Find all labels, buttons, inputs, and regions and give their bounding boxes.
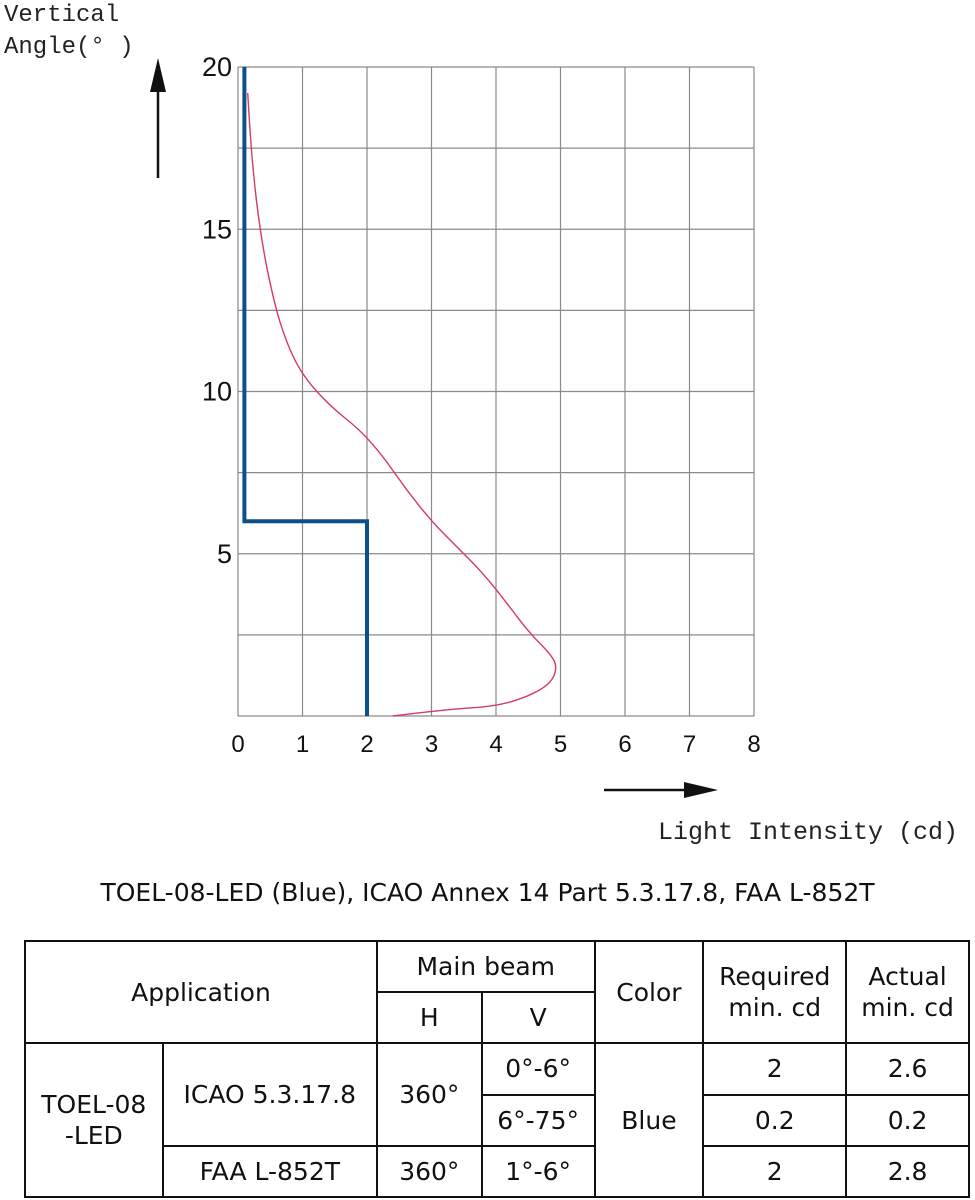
x-tick-label: 0	[231, 731, 244, 758]
required-cell: 2	[702, 1042, 848, 1096]
actual-cell: 0.2	[845, 1093, 970, 1147]
header-actual-line1: Actual	[868, 961, 947, 991]
chart-series	[242, 67, 557, 717]
product-line2: -LED	[64, 1121, 123, 1151]
x-tick-label: 4	[489, 731, 502, 758]
table-row: FAA L-852T 360° 1°-6° 2 2.8	[25, 1144, 970, 1199]
x-tick-label: 1	[296, 731, 309, 758]
y-tick-label: 15	[202, 214, 232, 244]
y-tick-label: 10	[202, 377, 232, 407]
y-axis-label-line1: Vertical	[4, 2, 120, 29]
y-axis-label-line2: Angle(° )	[4, 34, 134, 61]
header-color: Color	[593, 939, 705, 1045]
y-tick-label: 20	[202, 52, 232, 82]
chart-caption: TOEL-08-LED (Blue), ICAO Annex 14 Part 5…	[100, 878, 875, 907]
series-line-curve	[247, 92, 557, 717]
table-row: TOEL-08 -LED ICAO 5.3.17.8 360° 0°-6° Bl…	[24, 1042, 970, 1198]
header-actual-min-cd: Actual min. cd	[845, 939, 970, 1045]
table-row: 6°-75° 0.2 0.2	[25, 1093, 970, 1147]
standard-cell: FAA L-852T	[161, 1144, 378, 1199]
product-line1: TOEL-08	[41, 1089, 147, 1119]
x-tick-label: 7	[683, 731, 696, 758]
h-cell: 360°	[375, 1144, 483, 1199]
color-cell: Blue	[593, 1042, 705, 1198]
header-main-beam: Main beam	[375, 939, 596, 994]
x-tick-label: 5	[554, 731, 567, 758]
header-application: Application	[24, 939, 378, 1045]
required-cell: 2	[702, 1144, 848, 1199]
series-line-step	[242, 67, 369, 716]
h-cell: 360°	[375, 1042, 483, 1147]
actual-cell: 2.8	[845, 1144, 970, 1199]
header-v: V	[480, 991, 596, 1045]
table-subheader-row: H V	[25, 991, 969, 1045]
header-required-line2: min. cd	[728, 993, 822, 1023]
table-header-row: Application Main beam Color Required min…	[24, 939, 970, 1045]
y-arrow-head	[150, 58, 166, 92]
chart-grid	[237, 66, 755, 717]
chart-tick-labels: 0 1 2 3 4 5 6 7 8 5 10 15 20	[202, 52, 761, 758]
y-tick-label: 5	[217, 539, 232, 569]
header-required-line1: Required	[719, 961, 831, 991]
actual-cell: 2.6	[845, 1042, 970, 1096]
x-arrow-head	[684, 782, 718, 798]
axis-arrows	[150, 58, 718, 798]
x-tick-label: 3	[425, 731, 438, 758]
header-h: H	[375, 991, 483, 1045]
header-required-min-cd: Required min. cd	[702, 939, 848, 1045]
v-cell: 1°-6°	[480, 1144, 596, 1199]
x-axis-label: Light Intensity (cd)	[658, 818, 959, 847]
v-cell: 0°-6°	[480, 1042, 596, 1096]
x-tick-label: 6	[618, 731, 631, 758]
required-cell: 0.2	[702, 1093, 848, 1147]
x-tick-label: 2	[360, 731, 373, 758]
spec-table: Application Main beam Color Required min…	[24, 939, 970, 1199]
intensity-chart: 0 1 2 3 4 5 6 7 8 5 10 15 20	[150, 52, 761, 798]
product-cell: TOEL-08 -LED	[24, 1042, 164, 1198]
header-actual-line2: min. cd	[861, 993, 954, 1023]
v-cell: 6°-75°	[480, 1093, 596, 1147]
y-axis-label: Vertical Angle(° )	[4, 0, 134, 64]
standard-cell: ICAO 5.3.17.8	[161, 1042, 378, 1147]
x-tick-label: 8	[747, 731, 760, 758]
